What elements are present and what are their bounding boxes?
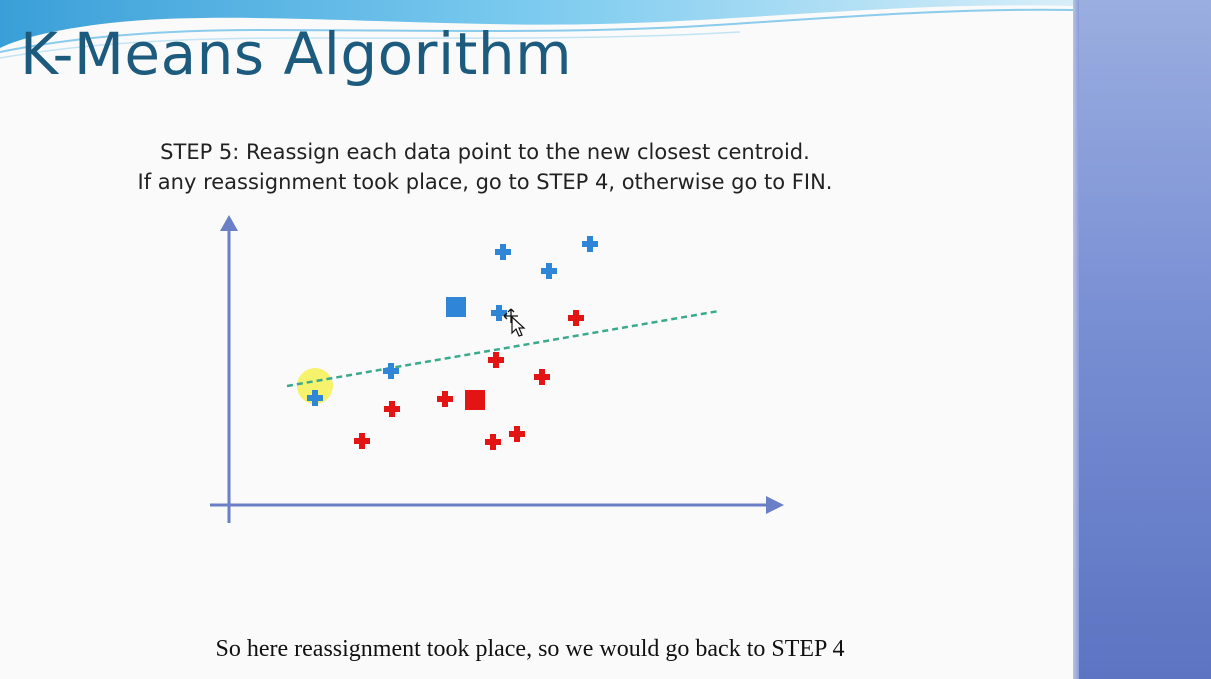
blue-data-point bbox=[307, 390, 323, 406]
cluster-boundary-line bbox=[286, 309, 720, 388]
red-data-point bbox=[534, 369, 550, 385]
red-data-point bbox=[509, 426, 525, 442]
red-data-point bbox=[354, 433, 370, 449]
blue-plus-v bbox=[546, 263, 552, 279]
red-data-point bbox=[437, 391, 453, 407]
plot-axes bbox=[210, 215, 784, 523]
step-5-condition: If any reassignment took place, go to ST… bbox=[137, 170, 833, 194]
red-plus-v bbox=[493, 352, 499, 368]
side-panel bbox=[1073, 0, 1211, 679]
blue-plus-v bbox=[500, 244, 506, 260]
blue-plus-v bbox=[388, 363, 394, 379]
top-wave-decoration bbox=[0, 0, 1073, 59]
red-data-point bbox=[568, 310, 584, 326]
cursor-arrow bbox=[511, 315, 526, 337]
blue-data-point bbox=[495, 244, 511, 260]
red-plus-v bbox=[573, 310, 579, 326]
red-centroid bbox=[465, 390, 485, 410]
cursor-move-cross bbox=[503, 308, 518, 323]
red-plus-v bbox=[442, 391, 448, 407]
red-data-point bbox=[384, 401, 400, 417]
blue-data-point bbox=[582, 236, 598, 252]
kmeans-scatter-plot bbox=[210, 215, 784, 523]
red-plus-v bbox=[490, 434, 496, 450]
red-plus-v bbox=[539, 369, 545, 385]
red-data-point bbox=[485, 434, 501, 450]
narration-caption: So here reassignment took place, so we w… bbox=[215, 636, 845, 662]
side-panel-edge bbox=[1073, 0, 1079, 679]
red-plus-v bbox=[389, 401, 395, 417]
blue-data-point bbox=[491, 305, 507, 321]
move-arrow-cursor-icon bbox=[503, 308, 526, 337]
x-axis-arrowhead bbox=[766, 496, 784, 514]
red-plus-v bbox=[359, 433, 365, 449]
slide-title: K-Means Algorithm bbox=[20, 20, 573, 88]
step-5-instruction: STEP 5: Reassign each data point to the … bbox=[160, 140, 810, 164]
red-data-point bbox=[488, 352, 504, 368]
blue-plus-v bbox=[587, 236, 593, 252]
y-axis-arrowhead bbox=[220, 215, 238, 231]
red-plus-v bbox=[514, 426, 520, 442]
blue-data-point bbox=[383, 363, 399, 379]
blue-centroid bbox=[446, 297, 466, 317]
slide: K-Means Algorithm STEP 5: Reassign each … bbox=[0, 0, 1073, 662]
highlight-circle bbox=[297, 368, 333, 404]
blue-data-point bbox=[541, 263, 557, 279]
blue-plus-v bbox=[312, 390, 318, 406]
blue-plus-v bbox=[496, 305, 502, 321]
